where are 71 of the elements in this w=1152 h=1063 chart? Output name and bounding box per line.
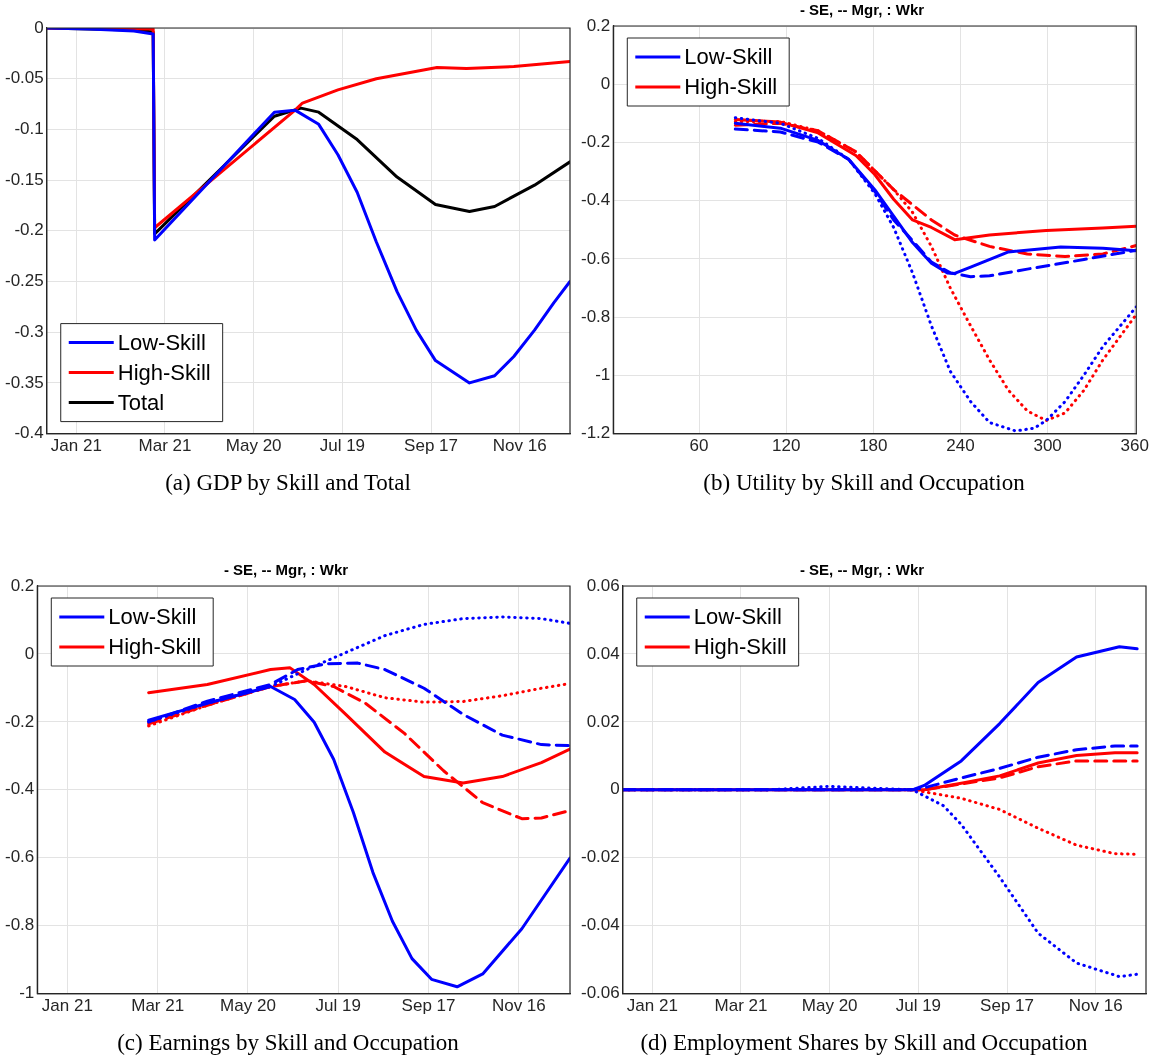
x-tick-label: Mar 21 bbox=[138, 436, 192, 456]
y-tick-label: -0.3 bbox=[14, 321, 44, 341]
x-tick-label: May 20 bbox=[801, 996, 858, 1016]
y-tick-label: -0.1 bbox=[14, 119, 44, 139]
legend-label: High-Skill bbox=[117, 359, 211, 385]
x-tick-label: 120 bbox=[771, 436, 801, 456]
legend-label: Low-Skill bbox=[108, 604, 197, 630]
y-tick-label: -0.02 bbox=[581, 847, 620, 867]
chart-title: - SE, -- Mgr, : Wkr bbox=[223, 561, 349, 579]
x-tick-label: 60 bbox=[689, 436, 709, 456]
y-tick-label: -1 bbox=[19, 983, 35, 1003]
y-tick-label: -0.35 bbox=[5, 372, 44, 392]
y-tick-label: 0.02 bbox=[586, 711, 620, 731]
y-tick-label: 0 bbox=[610, 779, 620, 799]
y-tick-label: -0.4 bbox=[5, 779, 35, 799]
legend-label: High-Skill bbox=[684, 74, 778, 100]
x-tick-label: Nov 16 bbox=[1068, 996, 1123, 1016]
x-tick-label: 300 bbox=[1033, 436, 1062, 456]
x-tick-label: Mar 21 bbox=[714, 996, 768, 1016]
y-tick-label: -0.15 bbox=[5, 169, 44, 189]
y-tick-label: -0.6 bbox=[5, 847, 35, 867]
text: (a) GDP by Skill and Total bbox=[164, 470, 412, 496]
x-tick-label: May 20 bbox=[225, 436, 282, 456]
y-tick-label: 0.04 bbox=[586, 643, 620, 663]
y-tick-label: 0.2 bbox=[586, 15, 611, 35]
x-tick-label: Sep 17 bbox=[980, 996, 1034, 1016]
text: (b) Utility by Skill and Occupation bbox=[702, 470, 1026, 496]
x-tick-label: Jan 21 bbox=[50, 436, 102, 456]
x-tick-label: Sep 17 bbox=[401, 996, 456, 1016]
y-tick-label: -0.2 bbox=[14, 220, 44, 240]
y-tick-label: -0.25 bbox=[5, 271, 44, 291]
x-tick-label: Jul 19 bbox=[315, 996, 361, 1016]
text: (c) Earnings by Skill and Occupation bbox=[116, 1030, 460, 1056]
y-tick-label: -0.6 bbox=[581, 248, 611, 268]
x-tick-label: Nov 16 bbox=[491, 996, 546, 1016]
legend-label: High-Skill bbox=[108, 634, 202, 660]
legend-label: High-Skill bbox=[693, 634, 787, 660]
y-tick-label: 0 bbox=[24, 643, 35, 663]
y-tick-label: 0.2 bbox=[10, 575, 35, 595]
legend-label: Total bbox=[117, 389, 165, 415]
y-tick-label: 0 bbox=[34, 17, 44, 37]
y-tick-label: -0.4 bbox=[581, 190, 611, 210]
y-tick-label: -0.2 bbox=[5, 711, 35, 731]
y-tick-label: -0.06 bbox=[581, 983, 620, 1003]
x-tick-label: Nov 16 bbox=[492, 436, 547, 456]
legend-label: Low-Skill bbox=[693, 604, 782, 630]
x-tick-label: 360 bbox=[1120, 436, 1149, 456]
y-tick-label: -1 bbox=[595, 365, 611, 385]
y-tick-label: -0.4 bbox=[14, 423, 44, 443]
x-tick-label: Jul 19 bbox=[895, 996, 942, 1016]
x-tick-label: 240 bbox=[946, 436, 975, 456]
y-tick-label: -0.8 bbox=[581, 306, 611, 326]
y-tick-label: -1.2 bbox=[581, 423, 611, 443]
legend-label: Low-Skill bbox=[684, 44, 773, 70]
chart-title: - SE, -- Mgr, : Wkr bbox=[799, 561, 925, 579]
y-tick-label: -0.04 bbox=[581, 915, 620, 935]
y-tick-label: -0.8 bbox=[5, 915, 35, 935]
x-tick-label: Jul 19 bbox=[319, 436, 366, 456]
y-tick-label: -0.2 bbox=[581, 132, 611, 152]
y-tick-label: 0 bbox=[600, 73, 611, 93]
x-tick-label: Sep 17 bbox=[404, 436, 458, 456]
x-tick-label: Jan 21 bbox=[626, 996, 678, 1016]
x-tick-label: May 20 bbox=[220, 996, 276, 1016]
y-tick-label: 0.06 bbox=[586, 575, 620, 595]
legend-label: Low-Skill bbox=[117, 329, 206, 355]
text: (d) Employment Shares by Skill and Occupation bbox=[639, 1030, 1089, 1056]
chart-title: - SE, -- Mgr, : Wkr bbox=[799, 1, 925, 19]
x-tick-label: Jan 21 bbox=[41, 996, 93, 1016]
y-tick-label: -0.05 bbox=[5, 68, 44, 88]
x-tick-label: 180 bbox=[859, 436, 888, 456]
x-tick-label: Mar 21 bbox=[131, 996, 185, 1016]
